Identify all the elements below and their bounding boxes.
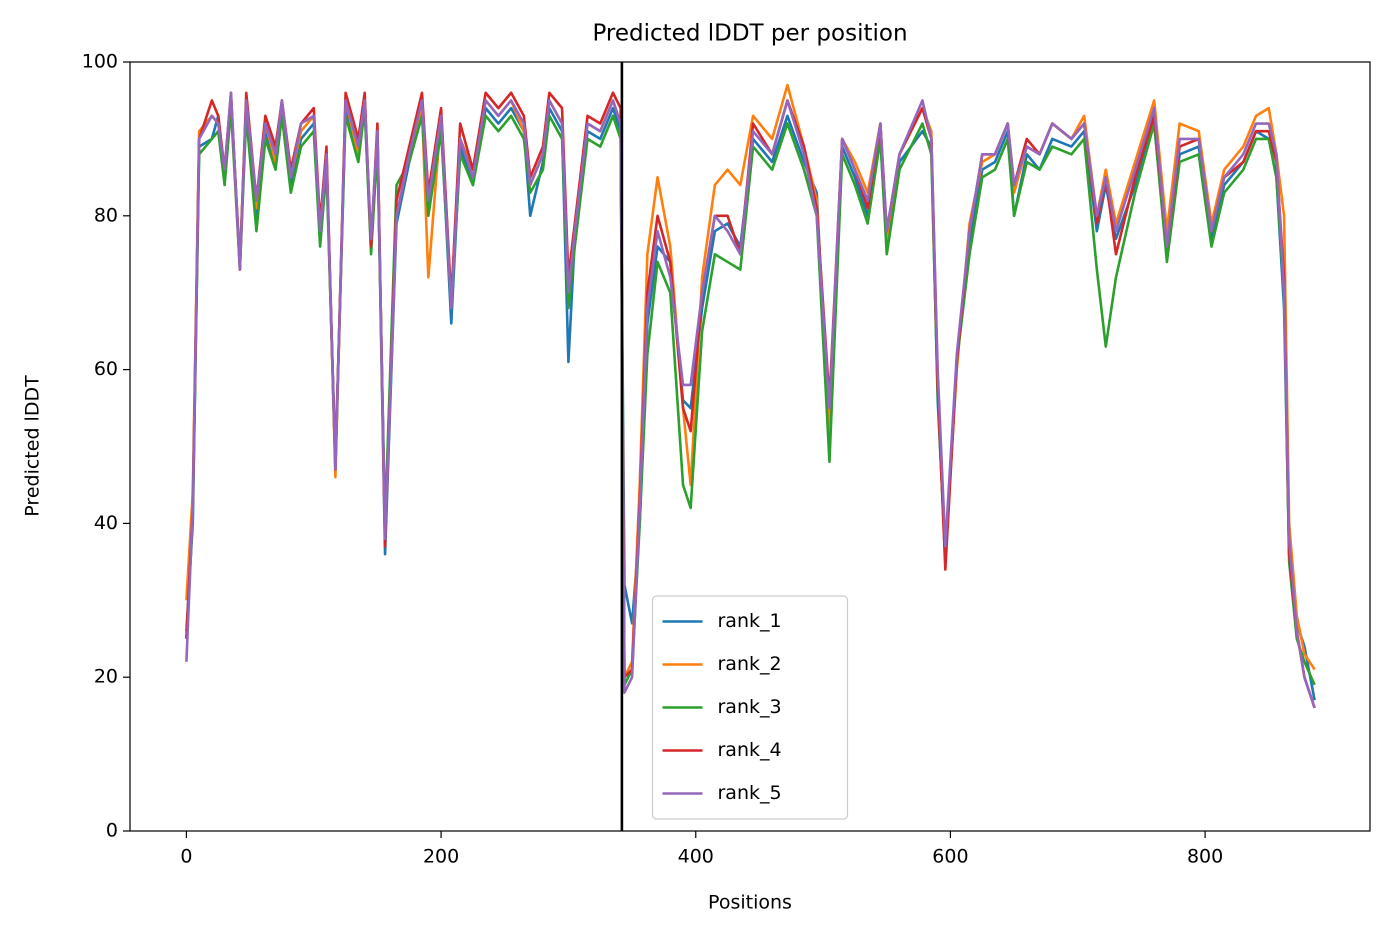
series-line	[185, 91, 1316, 709]
x-tick-label: 200	[423, 846, 459, 868]
x-tick-label: 400	[678, 846, 714, 868]
y-axis-label: Predicted lDDT	[22, 375, 44, 517]
x-axis-label: Positions	[708, 892, 792, 914]
legend-box	[651, 595, 849, 820]
legend-label: rank_2	[718, 653, 782, 675]
x-tick-label: 800	[1187, 846, 1223, 868]
x-tick-label: 0	[180, 846, 192, 868]
y-tick-label: 100	[82, 51, 118, 73]
y-tick-label: 0	[106, 820, 118, 842]
y-tick-label: 60	[94, 358, 118, 380]
legend-label: rank_4	[718, 739, 782, 761]
x-tick-label: 600	[932, 846, 968, 868]
plot-frame	[129, 61, 1371, 832]
y-tick-label: 40	[94, 512, 118, 534]
legend-label: rank_3	[718, 696, 782, 718]
y-tick-label: 80	[94, 204, 118, 226]
chart-title: Predicted lDDT per position	[592, 21, 907, 47]
legend-label: rank_5	[718, 782, 782, 804]
y-tick-label: 20	[94, 666, 118, 688]
legend-label: rank_1	[718, 610, 782, 632]
